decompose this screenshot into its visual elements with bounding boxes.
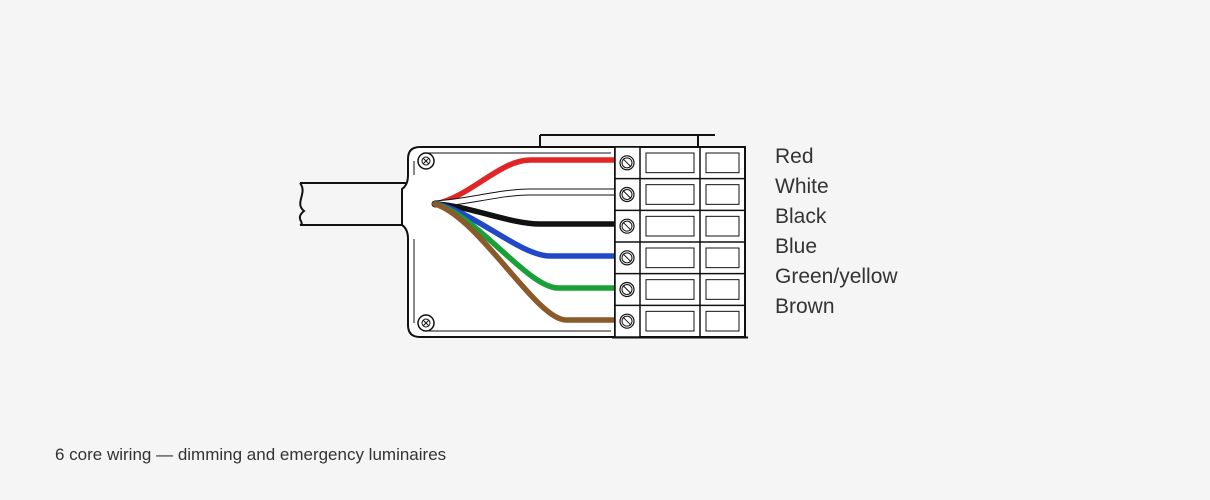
wire-label: Red bbox=[775, 142, 898, 172]
wire-label: Brown bbox=[775, 292, 898, 322]
wire-labels: RedWhiteBlackBlueGreen/yellowBrown bbox=[775, 142, 898, 322]
wiring-diagram-svg bbox=[0, 0, 1210, 500]
wire-label: Black bbox=[775, 202, 898, 232]
diagram-caption: 6 core wiring — dimming and emergency lu… bbox=[55, 445, 446, 465]
wiring-diagram-stage: RedWhiteBlackBlueGreen/yellowBrown 6 cor… bbox=[0, 0, 1210, 500]
wire-label: White bbox=[775, 172, 898, 202]
wire-label: Green/yellow bbox=[775, 262, 898, 292]
wire-label: Blue bbox=[775, 232, 898, 262]
